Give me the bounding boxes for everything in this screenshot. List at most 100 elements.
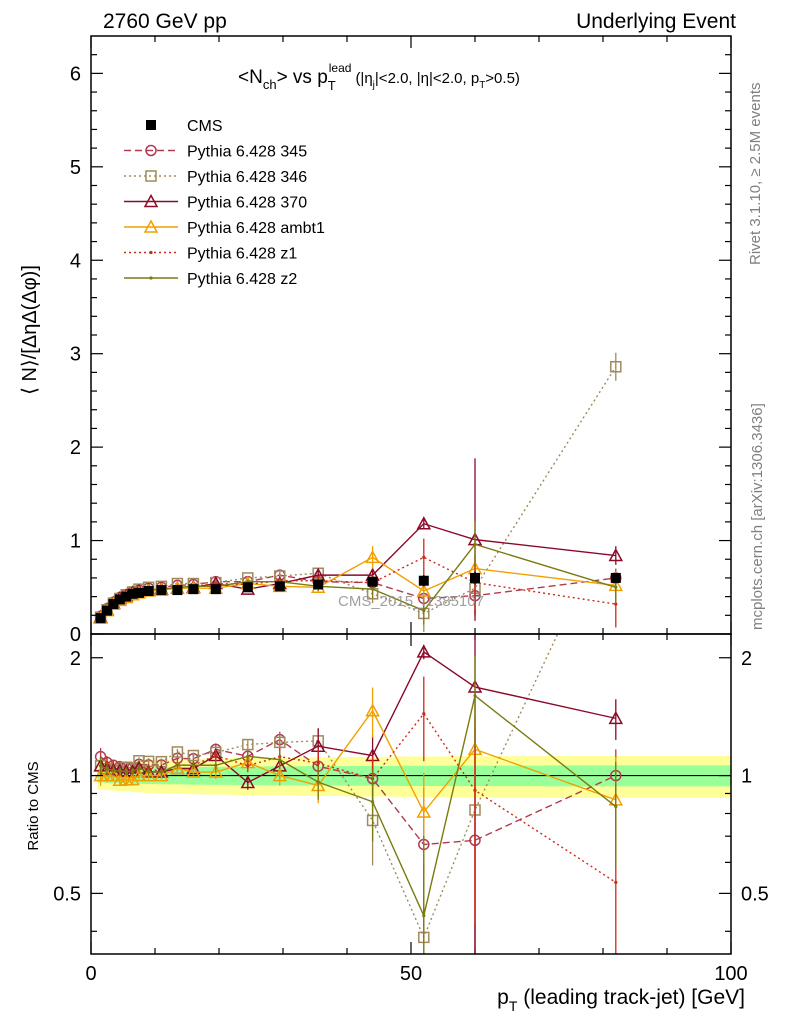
ratio-y-tick-label-right: 0.5 [741,883,769,905]
header-right: Underlying Event [576,10,736,33]
data-point [610,361,622,373]
cms-data-point [367,576,378,587]
legend-entry: Pythia 6.428 z2 [124,271,297,288]
legend-marker [143,193,159,208]
legend-marker [143,219,159,233]
data-point [422,555,426,559]
ratio-data-point [614,880,618,885]
ratio-series-pythia-6-428-z1 [99,676,618,954]
legend-entry: Pythia 6.428 370 [124,193,307,212]
ratio-data-point [111,768,115,772]
cms-data-point [418,575,429,586]
legend-marker [146,120,156,130]
ratio-data-point [186,764,201,778]
x-tick-label: 50 [400,963,422,985]
cms-data-point [210,584,221,595]
analysis-watermark: CMS_2015_I1385107 [338,593,484,610]
ratio-y-tick-label: 0.5 [53,883,81,905]
ratio-data-point [214,763,218,767]
ratio-data-point [416,644,432,658]
ratio-panel: 0 50 100 0.5 0.5 1 1 2 2 [53,505,769,985]
top-y-axis-title: ⟨ N⟩/[ΔηΔ(Δφ)] [19,265,41,395]
ratio-data-point [473,788,477,792]
y-tick-label: 4 [70,250,81,272]
ratio-data-point [141,767,156,782]
cms-data-point [242,582,253,593]
ratio-data-point [246,764,250,768]
cms-data-point [121,591,132,602]
ratio-data-point [272,767,288,782]
ratio-data-point [274,736,286,749]
ratio-series-line [100,694,617,918]
cms-data-point [313,579,324,590]
ratio-data-point [125,771,140,786]
ratio-series-pythia-6-428-z2 [99,656,618,954]
main-panel: 0 1 2 3 4 5 6 [70,35,732,954]
ratio-data-point [131,770,135,774]
y-tick-label: 2 [70,437,81,459]
ratio-data-point [208,764,224,778]
cms-data-point [172,585,183,596]
ratio-data-point [187,749,200,762]
ratio-series-line [100,712,617,883]
legend-entry: Pythia 6.428 z1 [124,246,297,263]
ratio-data-point [278,758,282,762]
plot-title: <Nch> vs pTlead(|ηj|<2.0, |η|<2.0, pT>0.… [238,61,520,93]
legend-label: Pythia 6.428 370 [187,195,307,212]
data-point [416,583,432,597]
cms-data-point [143,586,154,597]
cms-data-point [114,594,125,605]
series-cms [95,571,621,624]
legend: CMS Pythia 6.428 345 Pythia 6.428 346 Pythi… [124,118,325,288]
ratio-data-point [422,712,426,716]
ratio-data-point [118,769,122,773]
legend-marker [145,144,157,157]
legend-label: Pythia 6.428 346 [187,169,307,186]
ratio-data-point [365,703,380,717]
legend-label: Pythia 6.428 345 [187,144,307,161]
ratio-data-point [124,769,128,773]
ratio-data-point [246,754,250,758]
ratio-data-point [191,763,195,767]
legend-label: CMS [187,118,223,135]
cms-data-point [108,599,119,610]
ratio-data-point [131,767,147,782]
ratio-data-point [316,780,320,784]
data-point [614,585,618,589]
series-line [100,366,617,618]
ratio-data-point [473,694,477,698]
data-point [365,549,380,564]
x-tick-label: 100 [714,963,747,985]
y-tick-label: 1 [70,531,81,553]
ratio-series-pythia-6-428-346 [94,505,621,954]
y-tick-label: 0 [70,624,81,646]
ratio-data-point [154,767,169,782]
cms-data-point [274,581,285,592]
data-point [422,609,426,613]
ratio-data-point [242,738,254,751]
ratio-data-point [170,760,185,775]
series-pythia-6-428-ambt1 [93,546,624,624]
y-tick-label: 5 [70,157,81,179]
ratio-y-tick-label-right: 1 [741,766,752,788]
ratio-data-point [147,770,151,774]
ratio-data-point [214,753,218,758]
legend-label: Pythia 6.428 ambt1 [187,220,325,237]
cms-data-point [95,613,106,624]
ratio-data-point [316,761,320,765]
ratio-y-axis-title: Ratio to CMS [25,761,42,850]
mcplots-label: mcplots.cern.ch [arXiv:1306.3436] [749,403,766,630]
cms-data-point [610,572,621,583]
x-tick-label: 0 [85,963,96,985]
ratio-data-point [614,804,618,809]
ratio-data-point [371,800,375,804]
legend-marker [149,276,153,280]
ratio-data-point [175,763,179,767]
ratio-data-point [159,770,163,774]
ratio-data-point [611,505,621,515]
y-tick-label: 3 [70,344,81,366]
header-left: 2760 GeV pp [103,10,227,33]
data-point [608,547,624,562]
legend-entry: Pythia 6.428 ambt1 [124,219,325,237]
legend-marker [149,250,153,255]
